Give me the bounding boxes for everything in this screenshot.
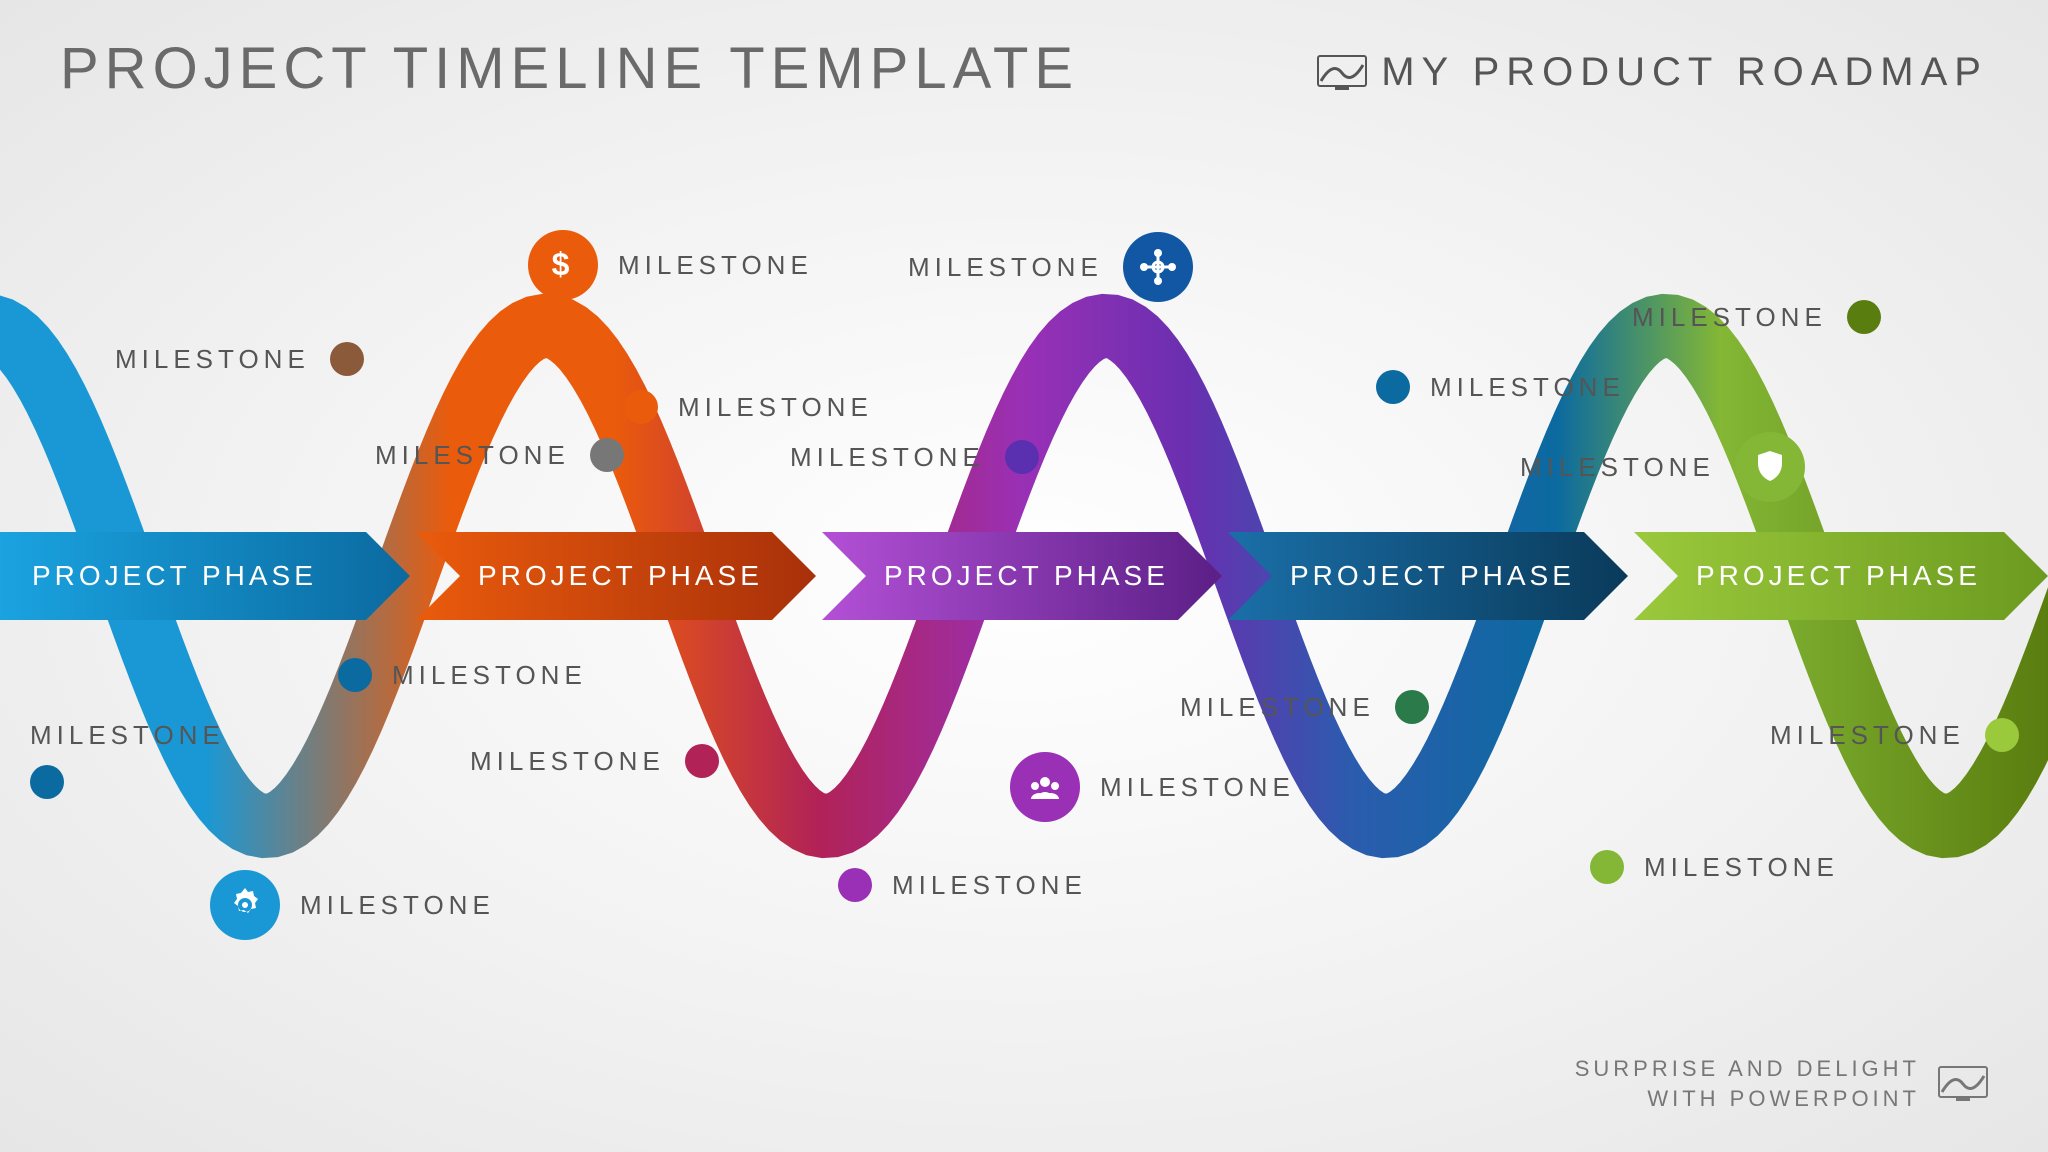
phase-label: PROJECT PHASE: [1290, 560, 1575, 592]
milestone-label: MILESTONE: [1430, 372, 1625, 403]
footer-logo-icon: [1938, 1066, 1988, 1102]
brand-logo-icon: [1317, 55, 1367, 91]
phase-chevron-1: PROJECT PHASE: [0, 532, 410, 620]
milestone-10: MILESTONE: [838, 868, 1087, 902]
milestone-3: MILESTONE: [338, 658, 587, 692]
milestone-label: MILESTONE: [678, 392, 873, 423]
milestone-dot: [330, 342, 364, 376]
milestone-dot: [685, 744, 719, 778]
phase-chevron-3: PROJECT PHASE: [822, 532, 1222, 620]
phase-label: PROJECT PHASE: [1696, 560, 1981, 592]
milestone-dot: [838, 868, 872, 902]
shield-icon: [1735, 432, 1805, 502]
phase-chevron-4: PROJECT PHASE: [1228, 532, 1628, 620]
milestone-dot: [1376, 370, 1410, 404]
milestone-18: MILESTONE: [1590, 850, 1839, 884]
phase-label: PROJECT PHASE: [32, 560, 317, 592]
milestone-label: MILESTONE: [908, 252, 1103, 283]
milestone-8: MILESTONE: [470, 744, 719, 778]
hub-icon: [1123, 232, 1193, 302]
milestone-label: MILESTONE: [115, 344, 310, 375]
milestone-dot: [1985, 718, 2019, 752]
phase-chevron-5: PROJECT PHASE: [1634, 532, 2048, 620]
milestone-6: $ MILESTONE: [528, 230, 813, 300]
milestone-label: MILESTONE: [300, 890, 495, 921]
milestone-label: MILESTONE: [790, 442, 985, 473]
milestone-12: MILESTONE: [908, 232, 1193, 302]
milestone-label: MILESTONE: [1520, 452, 1715, 483]
brand-text: MY PRODUCT ROADMAP: [1381, 50, 1988, 95]
milestone-5: MILESTONE: [210, 870, 495, 940]
milestone-dot: [1005, 440, 1039, 474]
dollar-icon: $: [528, 230, 598, 300]
footer-block: SURPRISE AND DELIGHT WITH POWERPOINT: [1575, 1056, 1988, 1112]
milestone-label: MILESTONE: [892, 870, 1087, 901]
milestone-17: MILESTONE: [1770, 718, 2019, 752]
milestone-dot: [1590, 850, 1624, 884]
milestone-13: MILESTONE: [1376, 370, 1625, 404]
people-icon: [1010, 752, 1080, 822]
phase-label: PROJECT PHASE: [478, 560, 763, 592]
milestone-16: MILESTONE: [1520, 432, 1805, 502]
milestone-14: MILESTONE: [1180, 690, 1429, 724]
milestone-label: MILESTONE: [618, 250, 813, 281]
milestone-15: MILESTONE: [1632, 300, 1881, 334]
milestone-label: MILESTONE: [1632, 302, 1827, 333]
milestone-dot: [624, 390, 658, 424]
milestone-2: MILESTONE: [375, 438, 624, 472]
milestone-dot: [1847, 300, 1881, 334]
milestone-label: MILESTONE: [1644, 852, 1839, 883]
milestone-label: MILESTONE: [470, 746, 665, 777]
milestone-label: MILESTONE: [1770, 720, 1965, 751]
brand-block: MY PRODUCT ROADMAP: [1317, 50, 1988, 95]
milestone-label: MILESTONE: [1180, 692, 1375, 723]
milestone-dot: [590, 438, 624, 472]
milestone-label: MILESTONE: [375, 440, 570, 471]
milestone-dot: [338, 658, 372, 692]
phase-label: PROJECT PHASE: [884, 560, 1169, 592]
milestone-1: MILESTONE: [115, 342, 364, 376]
milestone-9: MILESTONE: [790, 440, 1039, 474]
milestone-4: MILESTONE: [30, 720, 225, 799]
milestone-label: MILESTONE: [392, 660, 587, 691]
milestone-dot: [30, 765, 64, 799]
milestone-dot: [1395, 690, 1429, 724]
footer-line-1: SURPRISE AND DELIGHT: [1575, 1056, 1920, 1082]
footer-line-2: WITH POWERPOINT: [1647, 1086, 1920, 1112]
svg-text:$: $: [552, 246, 575, 282]
milestone-label: MILESTONE: [30, 720, 225, 751]
milestone-11: MILESTONE: [1010, 752, 1295, 822]
page-title: PROJECT TIMELINE TEMPLATE: [60, 35, 1079, 102]
milestone-label: MILESTONE: [1100, 772, 1295, 803]
milestone-7: MILESTONE: [624, 390, 873, 424]
phase-chevron-2: PROJECT PHASE: [416, 532, 816, 620]
gear-icon: [210, 870, 280, 940]
